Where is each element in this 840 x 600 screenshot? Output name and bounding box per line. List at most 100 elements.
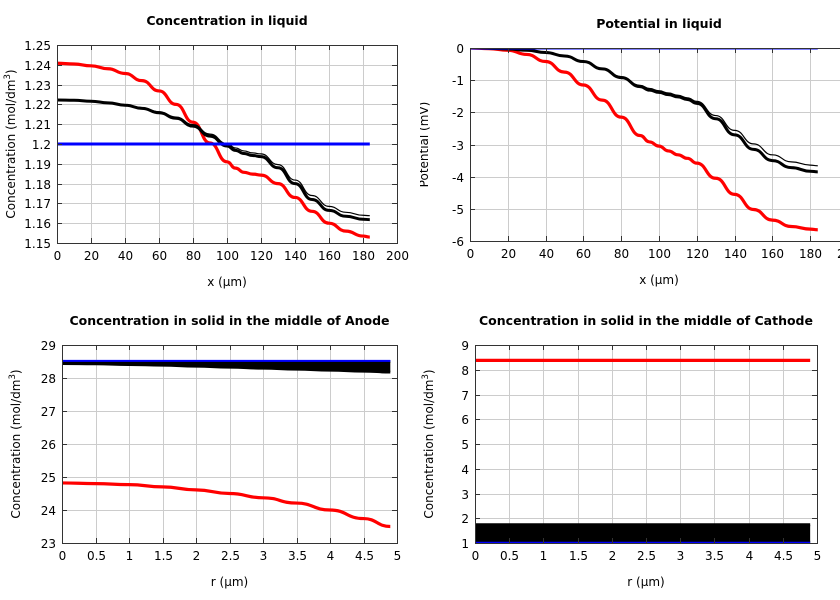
x-tick-label: 3.5 xyxy=(705,549,724,563)
y-tick-label: 1.22 xyxy=(24,98,51,112)
x-axis-label: x (µm) xyxy=(207,275,247,289)
x-tick-label: 180 xyxy=(799,247,822,261)
x-tick-label: 4.5 xyxy=(774,549,793,563)
y-tick-label: 25 xyxy=(41,471,56,485)
grid-lines xyxy=(62,345,397,543)
x-tick-label: 140 xyxy=(284,249,307,263)
y-tick-label: 23 xyxy=(41,537,56,551)
x-tick-label: 3 xyxy=(677,549,685,563)
y-tick-label: 1.15 xyxy=(24,237,51,251)
panel-concentration-in-liquid: Concentration in liquid 0 20 40 60 80 100 120 14… xyxy=(0,0,420,300)
y-tick-label: 1 xyxy=(461,537,469,551)
x-tick-label: 160 xyxy=(761,247,784,261)
panel-concentration-solid-anode: Concentration in solid in the middle of … xyxy=(0,300,420,600)
x-tick-label: 0 xyxy=(472,549,480,563)
x-tick-label: 0.5 xyxy=(87,549,106,563)
chart-title: Concentration in solid in the middle of … xyxy=(69,313,389,328)
panel-concentration-solid-cathode: Concentration in solid in the middle of … xyxy=(420,300,840,600)
y-tick-label: 27 xyxy=(41,405,56,419)
x-tick-label: 2 xyxy=(609,549,617,563)
x-tick-label: 4.5 xyxy=(355,549,374,563)
chart-title: Concentration in solid in the middle of … xyxy=(479,313,813,328)
series-black-band-lower xyxy=(62,361,391,374)
x-tick-label: 5 xyxy=(394,549,402,563)
chart-svg-0: Concentration in liquid 0 20 40 60 80 100 120 14… xyxy=(3,13,409,289)
y-tick-label: 6 xyxy=(461,413,469,427)
x-tick-label: 2.5 xyxy=(221,549,240,563)
series-group xyxy=(475,358,811,543)
y-tick-label: -3 xyxy=(452,139,464,153)
y-tick-label: -1 xyxy=(452,74,464,88)
x-tick-label: 2 xyxy=(193,549,201,563)
x-tick-label: 160 xyxy=(318,249,341,263)
chart-svg-3: Concentration in solid in the middle of … xyxy=(421,313,821,589)
x-tick-label: 3 xyxy=(260,549,268,563)
chart-svg-2: Concentration in solid in the middle of … xyxy=(8,313,402,589)
x-axis-label: r (µm) xyxy=(211,575,248,589)
axis-ticks: 0 20 40 60 80 100 120 140 160 180 200 -6 -5 -4 -3 -2 -1 0 xyxy=(452,42,840,261)
y-tick-label: 1.16 xyxy=(24,217,51,231)
x-tick-label: 20 xyxy=(501,247,516,261)
series-red-curve xyxy=(62,481,391,529)
y-axis-label: Potential (mV) xyxy=(420,102,431,188)
y-tick-label: 4 xyxy=(461,463,469,477)
y-tick-label: 1.24 xyxy=(24,59,51,73)
x-tick-label: 100 xyxy=(648,247,671,261)
y-tick-label: 9 xyxy=(461,339,469,353)
x-axis-label: x (µm) xyxy=(639,273,679,287)
x-tick-label: 3.5 xyxy=(288,549,307,563)
series-group xyxy=(57,61,370,239)
series-black-curve-thick xyxy=(57,98,370,222)
x-tick-label: 1 xyxy=(126,549,134,563)
x-tick-label: 100 xyxy=(216,249,239,263)
x-tick-label: 0.5 xyxy=(500,549,519,563)
x-tick-label: 80 xyxy=(614,247,629,261)
series-black-band-fill xyxy=(475,524,811,543)
y-tick-label: 24 xyxy=(41,504,56,518)
axis-ticks: 0 0.5 1 1.5 2 2.5 3 3.5 4 4.5 5 23 24 25 26 27 28 29 xyxy=(41,339,402,563)
x-tick-label: 4 xyxy=(327,549,335,563)
series-group xyxy=(62,359,391,529)
x-tick-label: 0 xyxy=(467,247,475,261)
x-tick-label: 0 xyxy=(54,249,62,263)
grid-lines xyxy=(470,48,840,241)
chart-title: Potential in liquid xyxy=(596,16,722,31)
y-tick-label: 2 xyxy=(461,512,469,526)
series-group xyxy=(470,48,818,232)
x-axis-label: r (µm) xyxy=(627,575,664,589)
y-tick-label: -6 xyxy=(452,235,464,249)
x-tick-label: 60 xyxy=(152,249,167,263)
y-tick-label: 29 xyxy=(41,339,56,353)
chart-svg-1: Potential in liquid 0 20 40 60 80 100 120 140 160… xyxy=(420,16,840,287)
y-tick-label: 7 xyxy=(461,389,469,403)
y-tick-label: 28 xyxy=(41,372,56,386)
x-tick-label: 4 xyxy=(746,549,754,563)
axis-ticks: 0 0.5 1 1.5 2 2.5 3 3.5 4 4.5 5 1 2 3 4 5 6 7 8 9 xyxy=(461,339,821,563)
x-tick-label: 1.5 xyxy=(569,549,588,563)
y-tick-label: -2 xyxy=(452,106,464,120)
y-tick-label: -5 xyxy=(452,203,464,217)
x-tick-label: 40 xyxy=(118,249,133,263)
y-tick-label: 8 xyxy=(461,364,469,378)
series-red-curve xyxy=(57,61,370,239)
axis-ticks: 0 20 40 60 80 100 120 140 160 180 200 1.15 1.16 1.17 1… xyxy=(24,39,409,263)
chart-title: Concentration in liquid xyxy=(146,13,307,28)
panel-potential-in-liquid: Potential in liquid 0 20 40 60 80 100 120 140 160… xyxy=(420,0,840,300)
x-tick-label: 1 xyxy=(540,549,548,563)
x-tick-label: 5 xyxy=(814,549,822,563)
y-tick-label: 3 xyxy=(461,488,469,502)
series-black-curve-thin xyxy=(57,99,370,217)
x-tick-label: 200 xyxy=(837,247,840,261)
y-axis-label: Concentration (mol/dm3) xyxy=(421,369,436,518)
y-axis-label: Concentration (mol/dm3) xyxy=(8,369,23,518)
x-tick-label: 200 xyxy=(386,249,409,263)
series-black-curve-thin xyxy=(470,48,818,167)
x-tick-label: 140 xyxy=(724,247,747,261)
x-tick-label: 20 xyxy=(84,249,99,263)
x-tick-label: 80 xyxy=(186,249,201,263)
y-tick-label: -4 xyxy=(452,171,464,185)
x-tick-label: 60 xyxy=(576,247,591,261)
y-tick-label: 1.17 xyxy=(24,197,51,211)
y-tick-label: 1.2 xyxy=(32,138,51,152)
